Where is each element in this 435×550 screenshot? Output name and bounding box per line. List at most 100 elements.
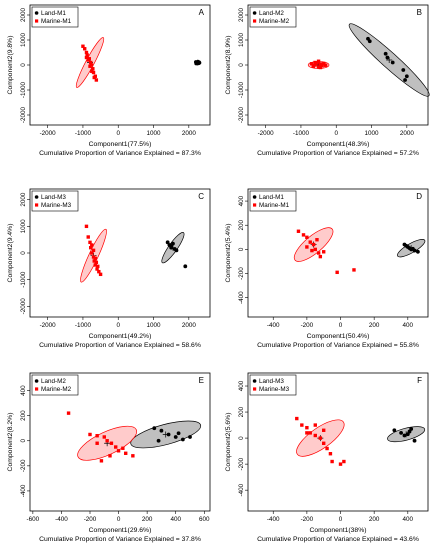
- data-point: [330, 459, 334, 464]
- data-point: [131, 454, 135, 458]
- legend-marker-square: [35, 19, 39, 23]
- data-point: [305, 431, 309, 435]
- data-point: [315, 238, 319, 242]
- panel-label: A: [199, 8, 205, 17]
- data-point: [180, 437, 185, 442]
- x-tick-label: 200: [142, 516, 153, 523]
- data-point: [309, 62, 314, 66]
- variance-caption: Cumulative Proportion of Variance Explai…: [39, 342, 201, 349]
- legend-marker-square: [35, 203, 39, 207]
- x-tick-label: 0: [339, 322, 343, 329]
- data-point: [392, 428, 397, 433]
- data-point: [410, 246, 415, 251]
- data-point: [84, 50, 89, 55]
- legend-marker-circle: [252, 11, 257, 15]
- data-point: [88, 240, 92, 245]
- data-point: [84, 224, 89, 229]
- x-axis-title: Component1(48.3%): [307, 141, 370, 148]
- panel-f: -400 -200 0 200 400 -400 -200 0 200 400 Component1…: [225, 372, 429, 543]
- data-point: [318, 62, 323, 66]
- data-point: [305, 235, 309, 240]
- y-tick-label: 0: [20, 63, 27, 67]
- data-point: [316, 65, 321, 69]
- y-axis-title: Component2(8.2%): [7, 413, 14, 472]
- x-tick-label: -600: [27, 516, 40, 523]
- data-point: [96, 264, 100, 269]
- x-tick-label: 0: [117, 516, 121, 523]
- legend-box: [249, 190, 297, 212]
- data-point: [322, 441, 326, 446]
- data-point: [91, 255, 96, 259]
- y-tick-label: 200: [238, 219, 245, 230]
- y-tick-label: -2000: [238, 106, 245, 123]
- data-point: [81, 44, 85, 48]
- legend-entry: Marine-M1: [259, 202, 290, 209]
- data-point: [385, 55, 390, 60]
- data-point: [322, 61, 326, 66]
- x-tick-label: -1000: [75, 130, 92, 137]
- data-point: [99, 459, 104, 463]
- x-tick-label: -400: [267, 322, 280, 329]
- y-tick-label: 0: [238, 247, 245, 251]
- data-point: [169, 244, 174, 249]
- x-tick-label: 400: [403, 322, 414, 329]
- legend-marker-square: [35, 387, 39, 391]
- data-point: [90, 69, 94, 73]
- data-point: [166, 432, 171, 437]
- x-tick-label: 1000: [147, 130, 162, 137]
- y-tick-label: 1000: [20, 33, 27, 48]
- x-tick-label: 200: [369, 322, 380, 329]
- x-tick-label: -200: [301, 322, 314, 329]
- panel-label: E: [199, 376, 204, 385]
- data-point: [322, 250, 326, 254]
- x-tick-label: -200: [301, 516, 314, 523]
- variance-caption: Cumulative Proportion of Variance Explai…: [257, 536, 419, 543]
- y-axis-title: Component2(9.8%): [7, 36, 14, 95]
- plot-frame: [29, 372, 211, 512]
- y-axis-title: Component2(5.4%): [225, 224, 232, 283]
- data-point: [85, 53, 89, 57]
- data-point: [102, 435, 106, 439]
- data-point: [335, 270, 339, 275]
- legend-marker-square: [253, 203, 257, 207]
- data-point: [95, 267, 99, 271]
- plot-frame: [247, 188, 429, 318]
- x-tick-label: -400: [267, 516, 280, 523]
- x-tick-label: -2000: [258, 130, 275, 137]
- panel-label: F: [417, 376, 422, 385]
- variance-caption: Cumulative Proportion of Variance Explai…: [39, 536, 201, 543]
- panel-label: D: [416, 192, 422, 201]
- y-axis-title: Component2(9.4%): [7, 224, 14, 283]
- x-tick-label: -2000: [40, 130, 57, 137]
- y-tick-label: 2000: [238, 8, 245, 23]
- y-tick-label: -1000: [238, 81, 245, 98]
- data-point: [313, 247, 317, 252]
- data-point: [195, 60, 200, 65]
- legend-marker-circle: [34, 379, 39, 383]
- y-tick-label: 0: [20, 251, 27, 255]
- data-point: [91, 70, 96, 75]
- x-tick-label: 400: [170, 516, 181, 523]
- y-axis-title: Component2(8.9%): [225, 36, 232, 95]
- data-point: [311, 242, 316, 247]
- data-point: [342, 459, 346, 464]
- legend-box: [249, 6, 297, 28]
- data-point: [95, 441, 99, 445]
- data-point: [315, 61, 319, 65]
- data-point: [183, 264, 188, 269]
- panel-e: -600 -400 -200 0 200 400 600 -400 -200 0 200 400 Com…: [7, 372, 211, 543]
- y-tick-label: 200: [20, 410, 27, 421]
- x-axis-title: Component1(49.2%): [89, 333, 152, 340]
- data-point: [402, 433, 407, 438]
- data-point: [66, 411, 71, 415]
- data-point: [323, 63, 328, 67]
- data-point: [105, 439, 109, 443]
- x-axis-title: Component1(29.6%): [89, 527, 152, 534]
- variance-caption: Cumulative Proportion of Variance Explai…: [39, 150, 201, 157]
- legend-entry: Marine-M3: [259, 386, 290, 393]
- legend-box: [249, 374, 297, 396]
- data-point: [367, 39, 372, 44]
